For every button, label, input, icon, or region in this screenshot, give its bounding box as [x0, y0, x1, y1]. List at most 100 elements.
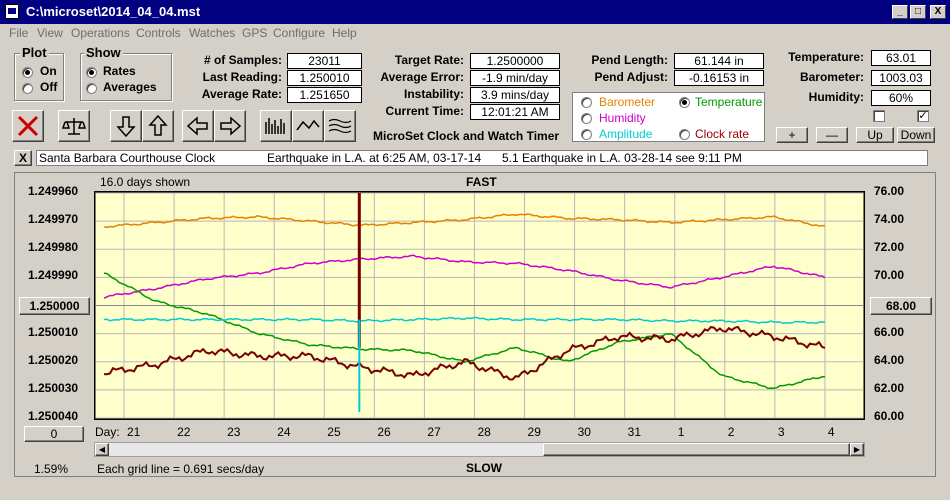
average-rate-field: 1.251650: [287, 87, 362, 103]
clock-rate-radio[interactable]: [679, 129, 690, 140]
menu-watches[interactable]: Watches: [189, 26, 236, 40]
day-tick-label: 25: [327, 425, 341, 439]
menu-file[interactable]: File: [9, 26, 29, 40]
maximize-button[interactable]: □: [910, 5, 926, 19]
day-tick-label: 21: [127, 425, 141, 439]
scroll-thumb[interactable]: [543, 443, 850, 456]
left-tick-label: 1.249960: [28, 184, 79, 198]
last-reading-field: 1.250010: [287, 70, 362, 86]
target-rate-field: 1.2500000: [470, 53, 560, 69]
temperature-option: Temperature: [695, 95, 763, 109]
slow-label: SLOW: [466, 461, 502, 475]
plot-on-label: On: [40, 64, 57, 78]
scroll-right-icon[interactable]: ▶: [850, 443, 864, 456]
arrow-left-button[interactable]: [182, 110, 214, 142]
close-window-button[interactable]: X: [930, 5, 946, 19]
multi-wave-button[interactable]: [324, 110, 356, 142]
amplitude-radio[interactable]: [581, 129, 592, 140]
bars-button[interactable]: [260, 110, 292, 142]
left-tick-label: 1.250030: [28, 380, 79, 395]
arrow-up-button[interactable]: [142, 110, 174, 142]
clock-rate-option: Clock rate: [695, 127, 750, 141]
down-button[interactable]: Down: [897, 127, 935, 143]
checkbox-right[interactable]: ✓: [917, 110, 929, 122]
right-tick-label: 76.00: [874, 184, 905, 198]
pend-adjust-field: -0.16153 in: [674, 70, 764, 86]
plus-button[interactable]: +: [776, 127, 808, 143]
temperature-field: 63.01: [871, 50, 931, 66]
plot-on-radio[interactable]: [22, 67, 33, 78]
window-title: C:\microset\2014_04_04.mst: [26, 4, 201, 19]
humidity-option: Humidity: [599, 111, 646, 125]
zero-button[interactable]: 0: [24, 426, 84, 442]
left-tick-label: 1.250010: [28, 324, 79, 339]
pend-adjust-label: Pend Adjust:: [594, 70, 668, 84]
temperature-label: Temperature:: [788, 50, 864, 64]
minimize-button[interactable]: _: [892, 5, 908, 19]
grid-note: Each grid line = 0.691 secs/day: [97, 462, 265, 476]
menu-controls[interactable]: Controls: [136, 26, 181, 40]
arrow-right-icon: [220, 116, 242, 136]
barometer-field: 1003.03: [871, 70, 931, 86]
arrow-right-button[interactable]: [214, 110, 246, 142]
day-tick-label: 28: [477, 425, 491, 439]
wave-icon: [296, 119, 320, 131]
humidity-radio[interactable]: [581, 113, 592, 124]
series-line-amplitude: [104, 316, 826, 325]
samples-label: # of Samples:: [203, 53, 282, 67]
menu-view[interactable]: View: [37, 26, 63, 40]
menu-operations[interactable]: Operations: [71, 26, 130, 40]
multi-wave-icon: [328, 118, 352, 134]
arrow-down-button[interactable]: [110, 110, 142, 142]
right-tick-label: 74.00: [874, 212, 905, 227]
horizontal-scrollbar[interactable]: ◀ ▶: [94, 442, 865, 457]
day-tick-label: 1: [677, 425, 685, 439]
days-shown: 16.0 days shown: [100, 175, 191, 189]
humidity-field: 60%: [871, 90, 931, 106]
series-line-humidity: [103, 254, 826, 299]
day-tick-label: 3: [777, 425, 785, 439]
right-tick-label: 70.00: [874, 268, 905, 283]
series-line-barometer: [103, 213, 826, 229]
center-rate-button[interactable]: 1.250000: [19, 297, 90, 315]
minus-button[interactable]: —: [816, 127, 848, 143]
pend-length-label: Pend Length:: [591, 53, 668, 67]
show-averages-label: Averages: [103, 80, 157, 94]
right-tick-label: 66.00: [874, 324, 905, 339]
arrow-left-icon: [186, 116, 208, 136]
instability-field: 3.9 mins/day: [470, 87, 560, 103]
checkbox-left[interactable]: [873, 110, 885, 122]
show-group: [80, 53, 172, 101]
app-icon: [5, 4, 19, 19]
notes-bar[interactable]: Santa Barbara Courthouse Clock Earthquak…: [36, 150, 928, 166]
chart-frame: [14, 172, 936, 477]
show-averages-radio[interactable]: [86, 83, 97, 94]
bars-icon: [265, 118, 285, 134]
close-x-icon: [17, 115, 39, 137]
average-rate-label: Average Rate:: [201, 87, 282, 101]
show-rates-radio[interactable]: [86, 67, 97, 78]
menu-configure[interactable]: Configure: [273, 26, 326, 40]
barometer-radio[interactable]: [581, 97, 592, 108]
plot-group-title: Plot: [20, 45, 49, 60]
arrow-down-icon: [116, 116, 136, 138]
notes-close-button[interactable]: X: [14, 150, 32, 166]
scroll-left-icon[interactable]: ◀: [95, 443, 109, 456]
wave-button[interactable]: [292, 110, 324, 142]
menu-help[interactable]: Help: [332, 26, 357, 40]
day-tick-label: 27: [427, 425, 441, 439]
balance-button[interactable]: [58, 110, 90, 142]
series-selector: Barometer Temperature Humidity Amplitude…: [572, 92, 765, 142]
day-tick-label: 30: [577, 425, 591, 439]
note-2: 5.1 Earthquake in L.A. 03-28-14 see 9:11…: [502, 151, 742, 165]
menu-gps[interactable]: GPS: [242, 26, 268, 40]
title-bar: C:\microset\2014_04_04.mst _ □ X: [0, 0, 950, 24]
center-temp-button[interactable]: 68.00: [870, 297, 932, 315]
clear-button[interactable]: [12, 110, 44, 142]
temperature-radio[interactable]: [679, 97, 690, 108]
balance-scale-icon: [62, 118, 86, 135]
right-tick-label: 72.00: [874, 240, 905, 255]
plot-off-radio[interactable]: [22, 83, 33, 94]
up-button[interactable]: Up: [856, 127, 894, 143]
samples-field: 23011: [287, 53, 362, 69]
